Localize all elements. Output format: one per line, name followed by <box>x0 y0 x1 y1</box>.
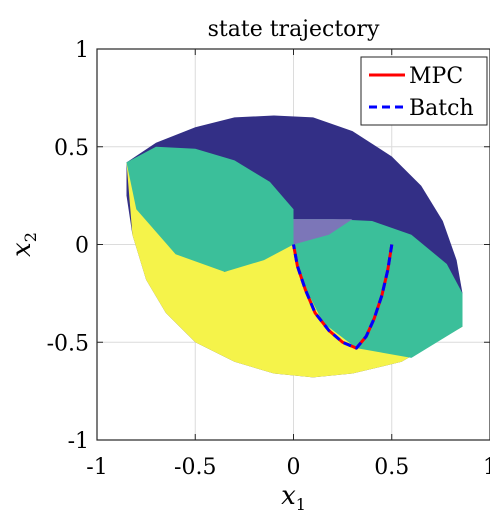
x-tick-label: 0.5 <box>374 455 409 480</box>
y-tick-label: 1 <box>75 38 89 63</box>
y-tick-label: 0 <box>75 234 89 259</box>
ticks: -1 -0.5 0 0.5 1 -1 -0.5 0 0.5 1 <box>47 38 490 480</box>
y-axis-label: x2 <box>7 232 40 257</box>
x-axis-label-subscript: 1 <box>296 495 306 514</box>
series-line-batch <box>292 244 394 350</box>
x-tick-label: 1 <box>483 455 490 480</box>
x-axis-label: x1 <box>281 481 306 514</box>
trajectory-lines <box>292 244 394 350</box>
x-tick-label: -1 <box>86 455 107 480</box>
upper-left-teal-region <box>126 146 294 272</box>
y-axis-label-subscript: 2 <box>21 232 40 242</box>
x-axis-label-main: x <box>281 481 296 511</box>
x-tick-label: -0.5 <box>174 455 216 480</box>
center-overlap-region <box>293 219 353 245</box>
y-tick-label: 0.5 <box>54 136 89 161</box>
legend-label-batch: Batch <box>409 96 474 121</box>
chart-title: state trajectory <box>208 17 380 42</box>
legend-box <box>360 56 488 126</box>
lower-right-teal-region <box>293 219 463 358</box>
y-axis-label-main: x <box>7 242 37 257</box>
legend-label-mpc: MPC <box>409 64 463 89</box>
legend: MPC Batch <box>360 56 488 126</box>
x-tick-label: 0 <box>287 455 301 480</box>
plot-area: -1 -0.5 0 0.5 1 -1 -0.5 0 0.5 1 <box>47 38 490 480</box>
y-tick-label: -0.5 <box>47 331 89 356</box>
y-tick-label: -1 <box>68 429 89 454</box>
